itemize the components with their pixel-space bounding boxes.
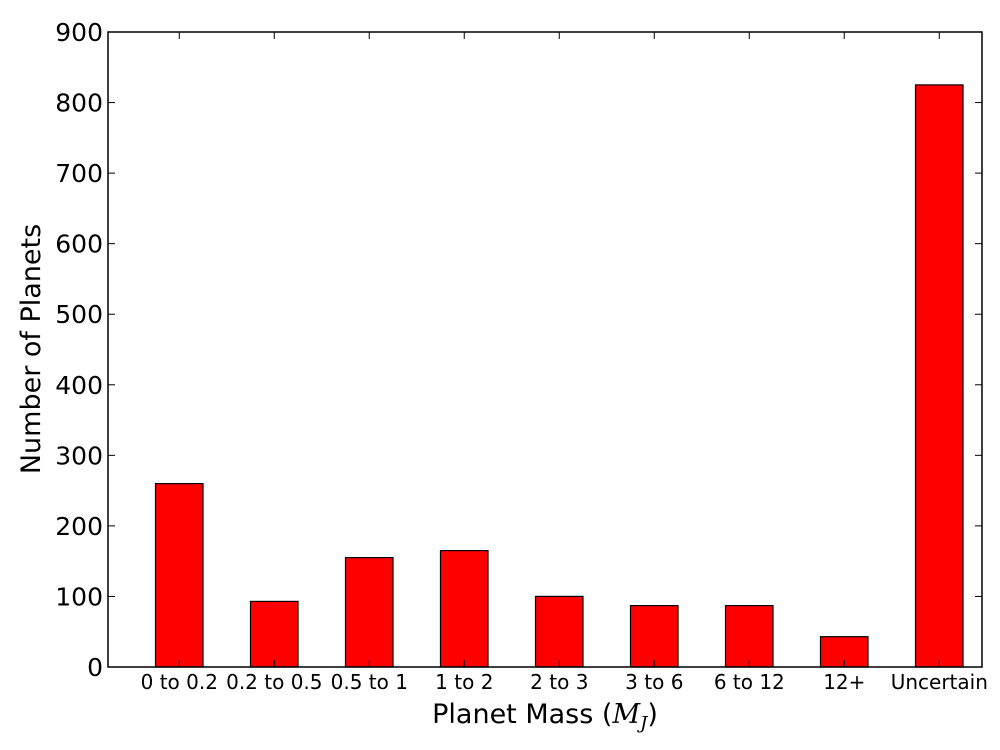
y-tick-labels: 0 100 200 300 400 500 600 700 800 900	[55, 18, 103, 682]
y-tick-label: 900	[55, 18, 103, 47]
ticks-group	[108, 31, 982, 668]
x-axis-title-suffix: )	[647, 699, 658, 730]
y-tick-label: 800	[55, 89, 103, 118]
plot-frame	[107, 31, 983, 668]
bar-0-to-0-2	[154, 483, 204, 668]
x-tick-label: 0.2 to 0.5	[226, 670, 322, 694]
y-tick-label: 500	[55, 300, 103, 329]
bar-1-to-2	[439, 549, 489, 668]
y-tick-label: 100	[55, 582, 103, 611]
y-tick-label: 200	[55, 512, 103, 541]
x-tick-label: 0 to 0.2	[141, 670, 218, 694]
x-axis-title-math-sub: J	[636, 713, 649, 734]
x-tick-label: 1 to 2	[435, 670, 493, 694]
y-axis-title: Number of Planets	[16, 224, 47, 474]
x-tick-label: 2 to 3	[530, 670, 588, 694]
y-tick-label: 0	[87, 653, 103, 682]
bar-2-to-3	[534, 595, 584, 668]
x-tick-label: Uncertain	[891, 670, 988, 694]
x-tick-label: 0.5 to 1	[331, 670, 408, 694]
y-tick-label: 700	[55, 159, 103, 188]
bar-0-2-to-0-5	[249, 600, 299, 668]
x-axis-title-math: M	[611, 699, 641, 730]
bar-0-5-to-1	[344, 556, 394, 668]
bars-group	[154, 84, 964, 668]
bar-uncertain	[914, 84, 964, 668]
x-tick-label: 3 to 6	[625, 670, 683, 694]
x-tick-label: 6 to 12	[714, 670, 785, 694]
x-axis-title: Planet Mass (MJ)	[432, 699, 658, 734]
x-tick-label: 12+	[823, 670, 865, 694]
y-tick-label: 400	[55, 371, 103, 400]
y-tick-label: 300	[55, 441, 103, 470]
bar-3-to-6	[629, 604, 679, 668]
bar-6-to-12	[724, 604, 774, 668]
y-tick-label: 600	[55, 230, 103, 259]
x-category-labels: 0 to 0.2 0.2 to 0.5 0.5 to 1 1 to 2 2 to 3 3 …	[141, 670, 988, 694]
x-axis-title-prefix: Planet Mass (	[432, 699, 612, 730]
